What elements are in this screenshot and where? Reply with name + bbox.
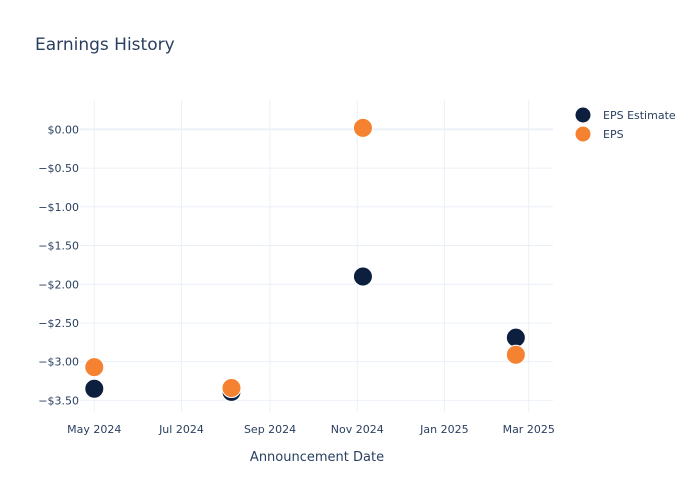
y-axis-ticks: $0.00 −$0.50 −$1.00 −$1.50 −$2.00 −$2.50 −$3.0… <box>38 123 79 407</box>
x-tick-label: Nov 2024 <box>331 423 384 436</box>
legend-marker <box>574 106 592 124</box>
x-tick-label: Mar 2025 <box>503 423 555 436</box>
legend-item-eps-estimate[interactable]: EPS Estimate <box>574 106 676 124</box>
legend[interactable]: EPS Estimate EPS <box>574 106 676 143</box>
y-tick-label: −$1.50 <box>38 240 79 253</box>
eps-point[interactable] <box>352 117 373 138</box>
x-tick-label: Jan 2025 <box>419 423 468 436</box>
y-tick-label: −$3.00 <box>38 356 79 369</box>
y-tick-label: −$3.50 <box>38 394 79 407</box>
eps-estimate-point[interactable] <box>84 378 105 399</box>
x-axis-title: Announcement Date <box>250 450 384 465</box>
y-tick-label: −$1.00 <box>38 201 79 214</box>
x-tick-label: Sep 2024 <box>244 423 296 436</box>
data-points <box>84 117 526 402</box>
x-tick-label: May 2024 <box>67 423 121 436</box>
grid <box>80 100 553 412</box>
eps-estimate-point[interactable] <box>352 266 373 287</box>
legend-label: EPS Estimate <box>603 109 676 122</box>
legend-item-eps[interactable]: EPS <box>574 125 624 143</box>
legend-label: EPS <box>603 128 624 141</box>
y-tick-label: $0.00 <box>48 123 80 136</box>
eps-point[interactable] <box>221 378 242 398</box>
x-axis-ticks: May 2024 Jul 2024 Sep 2024 Nov 2024 Jan 2025… <box>67 423 555 436</box>
eps-estimate-point[interactable] <box>505 327 526 348</box>
chart-title: Earnings History <box>35 35 175 55</box>
x-tick-label: Jul 2024 <box>158 423 204 436</box>
y-tick-label: −$0.50 <box>38 162 79 175</box>
y-tick-label: −$2.50 <box>38 317 79 330</box>
eps-point[interactable] <box>505 344 526 365</box>
legend-marker <box>574 125 592 143</box>
eps-point[interactable] <box>84 357 105 378</box>
y-tick-label: −$2.00 <box>38 278 79 291</box>
